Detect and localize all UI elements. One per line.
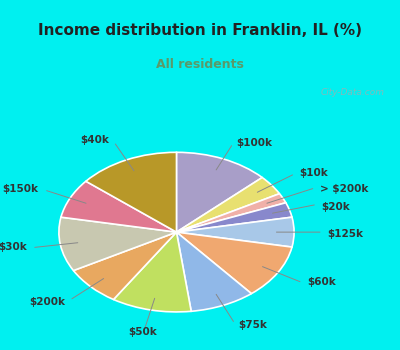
Text: $125k: $125k (327, 229, 363, 239)
Text: $10k: $10k (300, 168, 328, 178)
Text: Income distribution in Franklin, IL (%): Income distribution in Franklin, IL (%) (38, 22, 362, 37)
Text: $200k: $200k (29, 297, 65, 307)
Text: $20k: $20k (321, 202, 350, 211)
Text: All residents: All residents (156, 58, 244, 71)
Wedge shape (176, 194, 286, 232)
Text: > $200k: > $200k (320, 184, 368, 194)
Text: City-Data.com: City-Data.com (320, 89, 384, 98)
Text: $40k: $40k (81, 135, 110, 145)
Text: $30k: $30k (0, 242, 26, 252)
Text: $75k: $75k (238, 321, 267, 330)
Wedge shape (176, 232, 252, 311)
Wedge shape (176, 177, 280, 232)
Wedge shape (114, 232, 191, 312)
Text: $100k: $100k (236, 138, 272, 147)
Text: $60k: $60k (307, 277, 336, 287)
Wedge shape (176, 152, 262, 232)
Wedge shape (176, 217, 294, 247)
Text: $50k: $50k (128, 327, 157, 337)
Wedge shape (74, 232, 176, 300)
Wedge shape (86, 152, 176, 232)
Wedge shape (176, 203, 292, 232)
Wedge shape (59, 217, 176, 271)
Text: $150k: $150k (2, 184, 38, 194)
Wedge shape (61, 181, 176, 232)
Wedge shape (176, 232, 292, 294)
